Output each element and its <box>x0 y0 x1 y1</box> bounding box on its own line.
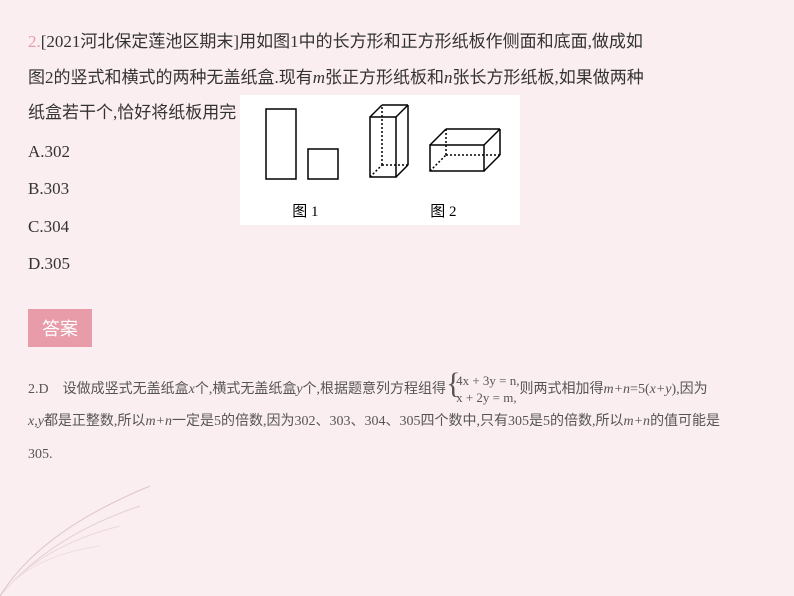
question-line2: 图2的竖式和横式的两种无盖纸盒.现有m张正方形纸板和n张长方形纸板,如果做两种 <box>28 60 766 96</box>
option-d: D.305 <box>28 245 236 282</box>
brace-icon: { <box>446 369 460 399</box>
corner-decoration <box>0 476 180 596</box>
sol-prefix: 2.D <box>28 382 49 397</box>
q-line1: 用如图1中的长方形和正方形纸板作侧面和底面,做成如 <box>239 32 643 51</box>
options-block: A.302 B.303 C.304 D.305 <box>28 133 236 283</box>
sol-p2: 个,横式无盖纸盒 <box>195 382 297 397</box>
var-n: n <box>444 68 453 87</box>
sol-mn: m+n <box>603 382 630 397</box>
solution-block: 2.D 设做成竖式无盖纸盒x个,横式无盖纸盒y个,根据题意列方程组得{4x + … <box>0 347 794 471</box>
q-line3: 纸盒若干个,恰好将纸板用完 <box>28 103 236 122</box>
answer-tag: 答案 <box>28 309 92 347</box>
sol-xy: x+y <box>650 382 672 397</box>
sol-p3: 个,根据题意列方程组得 <box>303 382 447 397</box>
sol-l2c: m+n <box>145 414 172 429</box>
figure-box: 图 1 图 2 <box>240 95 520 225</box>
sol-p5: =5( <box>630 382 650 397</box>
question-line3: 纸盒若干个,恰好将纸板用完 <box>28 95 236 131</box>
option-a: A.302 <box>28 133 236 170</box>
question-number: 2. <box>28 32 41 51</box>
eq-row-2: x + 2y = m, <box>456 390 519 407</box>
equation-system: {4x + 3y = n,x + 2y = m, <box>446 373 519 407</box>
sol-l2d: 一定是5的倍数,因为302、303、304、305四个数中,只有305是5的倍数… <box>172 414 624 429</box>
q-line2c: 张长方形纸板,如果做两种 <box>453 68 644 87</box>
sol-l3: 305. <box>28 439 766 471</box>
sol-p6: ),因为 <box>671 382 707 397</box>
sol-l2f: 的值可能是 <box>650 414 720 429</box>
question-source: [2021河北保定莲池区期末] <box>41 32 239 51</box>
sol-l2b: 都是正整数,所以 <box>44 414 146 429</box>
sol-p1: 设做成竖式无盖纸盒 <box>63 382 189 397</box>
sol-l2a: x,y <box>28 414 44 429</box>
sol-l2e: m+n <box>624 414 651 429</box>
q-line2a: 图2的竖式和横式的两种无盖纸盒.现有 <box>28 68 313 87</box>
sol-p4: 则两式相加得 <box>519 382 603 397</box>
option-c: C.304 <box>28 208 236 245</box>
q-line2b: 张正方形纸板和 <box>325 68 444 87</box>
figure-label-2: 图 2 <box>430 200 456 221</box>
figure-svg <box>240 95 520 225</box>
option-b: B.303 <box>28 170 236 207</box>
question-text: 2.[2021河北保定莲池区期末]用如图1中的长方形和正方形纸板作侧面和底面,做… <box>28 24 766 60</box>
var-m: m <box>313 68 325 87</box>
figure-label-1: 图 1 <box>292 200 318 221</box>
eq-row-1: 4x + 3y = n, <box>456 373 519 390</box>
